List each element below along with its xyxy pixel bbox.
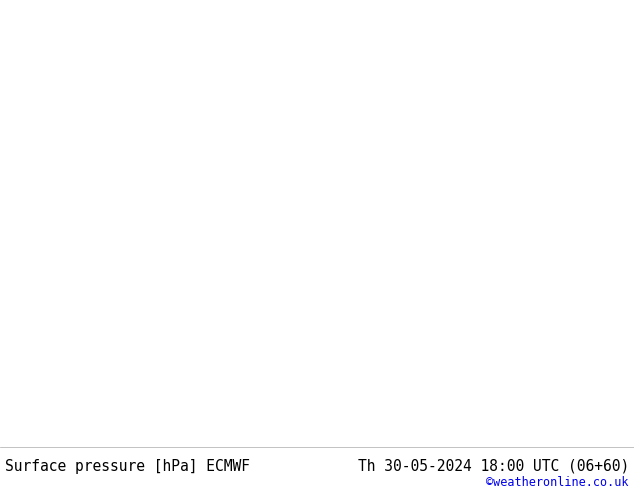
Text: ©weatheronline.co.uk: ©weatheronline.co.uk <box>486 476 629 489</box>
Text: Surface pressure [hPa] ECMWF: Surface pressure [hPa] ECMWF <box>5 459 250 474</box>
Text: Th 30-05-2024 18:00 UTC (06+60): Th 30-05-2024 18:00 UTC (06+60) <box>358 459 629 474</box>
